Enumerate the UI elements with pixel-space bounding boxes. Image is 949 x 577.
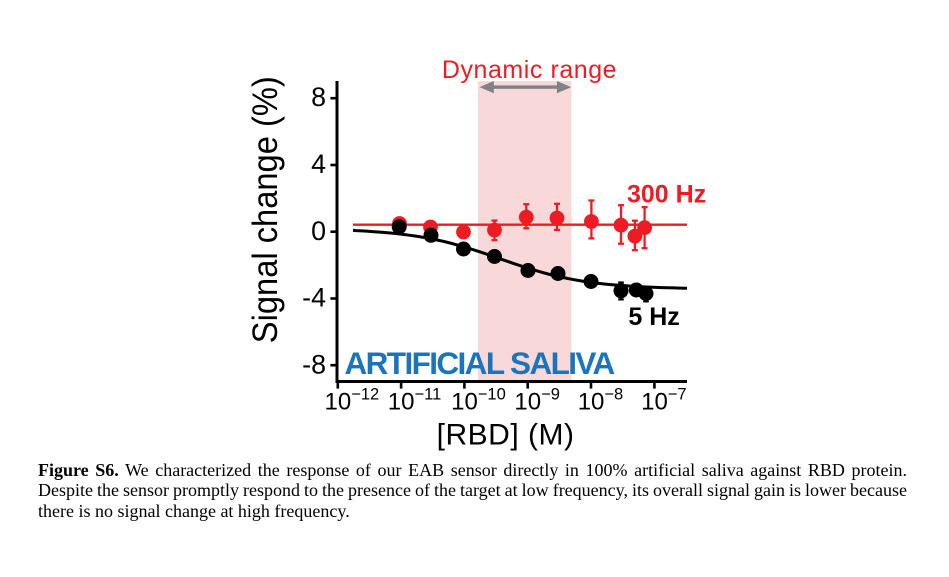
svg-text:10−11: 10−11 <box>388 386 441 416</box>
svg-text:300 Hz: 300 Hz <box>627 181 706 209</box>
svg-text:5 Hz: 5 Hz <box>628 303 679 331</box>
svg-text:4: 4 <box>311 149 326 179</box>
svg-text:Signal change (%): Signal change (%) <box>246 76 285 343</box>
svg-text:10−8: 10−8 <box>578 386 624 416</box>
svg-text:0: 0 <box>311 216 326 246</box>
svg-text:10−10: 10−10 <box>451 386 506 416</box>
svg-text:ARTIFICIAL SALIVA: ARTIFICIAL SALIVA <box>345 345 615 381</box>
svg-text:8: 8 <box>311 82 326 112</box>
svg-text:10−9: 10−9 <box>514 386 560 416</box>
svg-text:-8: -8 <box>302 349 326 379</box>
svg-text:-4: -4 <box>302 283 326 313</box>
svg-text:[RBD] (M): [RBD] (M) <box>437 419 575 452</box>
svg-text:Dynamic range: Dynamic range <box>442 56 617 84</box>
svg-text:10−7: 10−7 <box>641 386 687 416</box>
svg-text:10−12: 10−12 <box>325 386 380 416</box>
